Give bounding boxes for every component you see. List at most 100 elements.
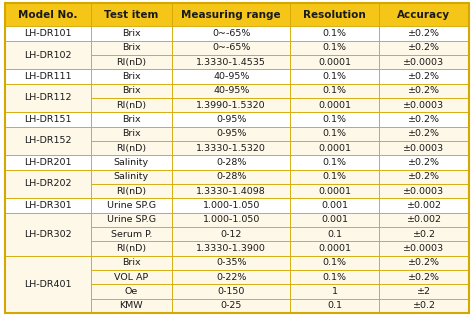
Bar [91,241,172,256]
Bar [291,241,379,256]
Text: 0.1%: 0.1% [322,172,346,181]
Text: Urine SP.G: Urine SP.G [107,201,156,210]
Text: LH-DR101: LH-DR101 [24,29,72,38]
Bar [291,41,379,55]
Bar [291,155,379,170]
Bar [172,55,291,69]
Bar [5,213,91,256]
Text: ±0.2%: ±0.2% [408,72,440,81]
Bar [91,41,172,55]
Text: 0.0001: 0.0001 [318,186,351,196]
Bar [172,184,291,198]
Text: 0-28%: 0-28% [216,172,246,181]
Text: RI(nD): RI(nD) [116,144,146,153]
Bar [172,241,291,256]
Text: 0.1: 0.1 [327,301,342,310]
Text: Test item: Test item [104,10,158,20]
Bar [172,127,291,141]
Bar [5,155,91,170]
Text: 0-12: 0-12 [220,229,242,239]
Bar [172,213,291,227]
Text: 0.0001: 0.0001 [318,144,351,153]
Text: 0.0001: 0.0001 [318,101,351,110]
Text: 1.3330-1.4098: 1.3330-1.4098 [196,186,266,196]
Text: 1.3330-1.5320: 1.3330-1.5320 [196,144,266,153]
Bar [5,112,91,127]
Bar [91,127,172,141]
Bar [91,3,172,27]
Bar [5,3,91,27]
Bar [172,141,291,155]
Text: Serum P.: Serum P. [110,229,152,239]
Bar [379,112,469,127]
Text: KMW: KMW [119,301,143,310]
Text: ±0.2%: ±0.2% [408,115,440,124]
Bar [291,98,379,112]
Text: LH-DR401: LH-DR401 [24,280,72,289]
Text: ±0.0003: ±0.0003 [403,58,445,67]
Bar [172,284,291,299]
Text: 0.1: 0.1 [327,229,342,239]
Bar [291,184,379,198]
Text: Brix: Brix [122,29,141,38]
Text: 0.1%: 0.1% [322,72,346,81]
Bar [379,227,469,241]
Text: ±0.2%: ±0.2% [408,43,440,52]
Bar [379,241,469,256]
Bar [91,284,172,299]
Bar [291,170,379,184]
Text: 0~-65%: 0~-65% [212,29,250,38]
Text: RI(nD): RI(nD) [116,58,146,67]
Text: ±2: ±2 [417,287,431,296]
Text: ±0.0003: ±0.0003 [403,186,445,196]
Bar [91,270,172,284]
Bar [5,41,91,69]
Text: ±0.0003: ±0.0003 [403,101,445,110]
Text: LH-DR102: LH-DR102 [24,51,72,59]
Text: 1.000-1.050: 1.000-1.050 [202,215,260,224]
Bar [91,98,172,112]
Bar [291,26,379,41]
Text: Brix: Brix [122,43,141,52]
Text: LH-DR152: LH-DR152 [24,137,72,145]
Bar [379,127,469,141]
Text: 0-28%: 0-28% [216,158,246,167]
Text: LH-DR301: LH-DR301 [24,201,72,210]
Bar [172,155,291,170]
Bar [172,84,291,98]
Bar [379,26,469,41]
Bar [172,3,291,27]
Bar [5,127,91,155]
Text: LH-DR112: LH-DR112 [24,94,72,102]
Bar [379,198,469,213]
Bar [291,270,379,284]
Bar [91,213,172,227]
Bar [91,198,172,213]
Text: 0.1%: 0.1% [322,158,346,167]
Bar [172,270,291,284]
Text: Resolution: Resolution [303,10,366,20]
Text: Urine SP.G: Urine SP.G [107,215,156,224]
Text: ±0.0003: ±0.0003 [403,144,445,153]
Text: Oe: Oe [125,287,138,296]
Bar [91,155,172,170]
Bar [172,227,291,241]
Text: 0.1%: 0.1% [322,272,346,282]
Bar [291,256,379,270]
Bar [291,284,379,299]
Text: RI(nD): RI(nD) [116,244,146,253]
Text: 0.001: 0.001 [321,201,348,210]
Bar [5,69,91,84]
Bar [379,256,469,270]
Bar [91,170,172,184]
Bar [379,284,469,299]
Text: LH-DR111: LH-DR111 [24,72,72,81]
Bar [172,198,291,213]
Bar [5,84,91,112]
Bar [5,26,91,41]
Text: RI(nD): RI(nD) [116,101,146,110]
Bar [91,55,172,69]
Bar [379,3,469,27]
Text: Brix: Brix [122,86,141,95]
Bar [91,69,172,84]
